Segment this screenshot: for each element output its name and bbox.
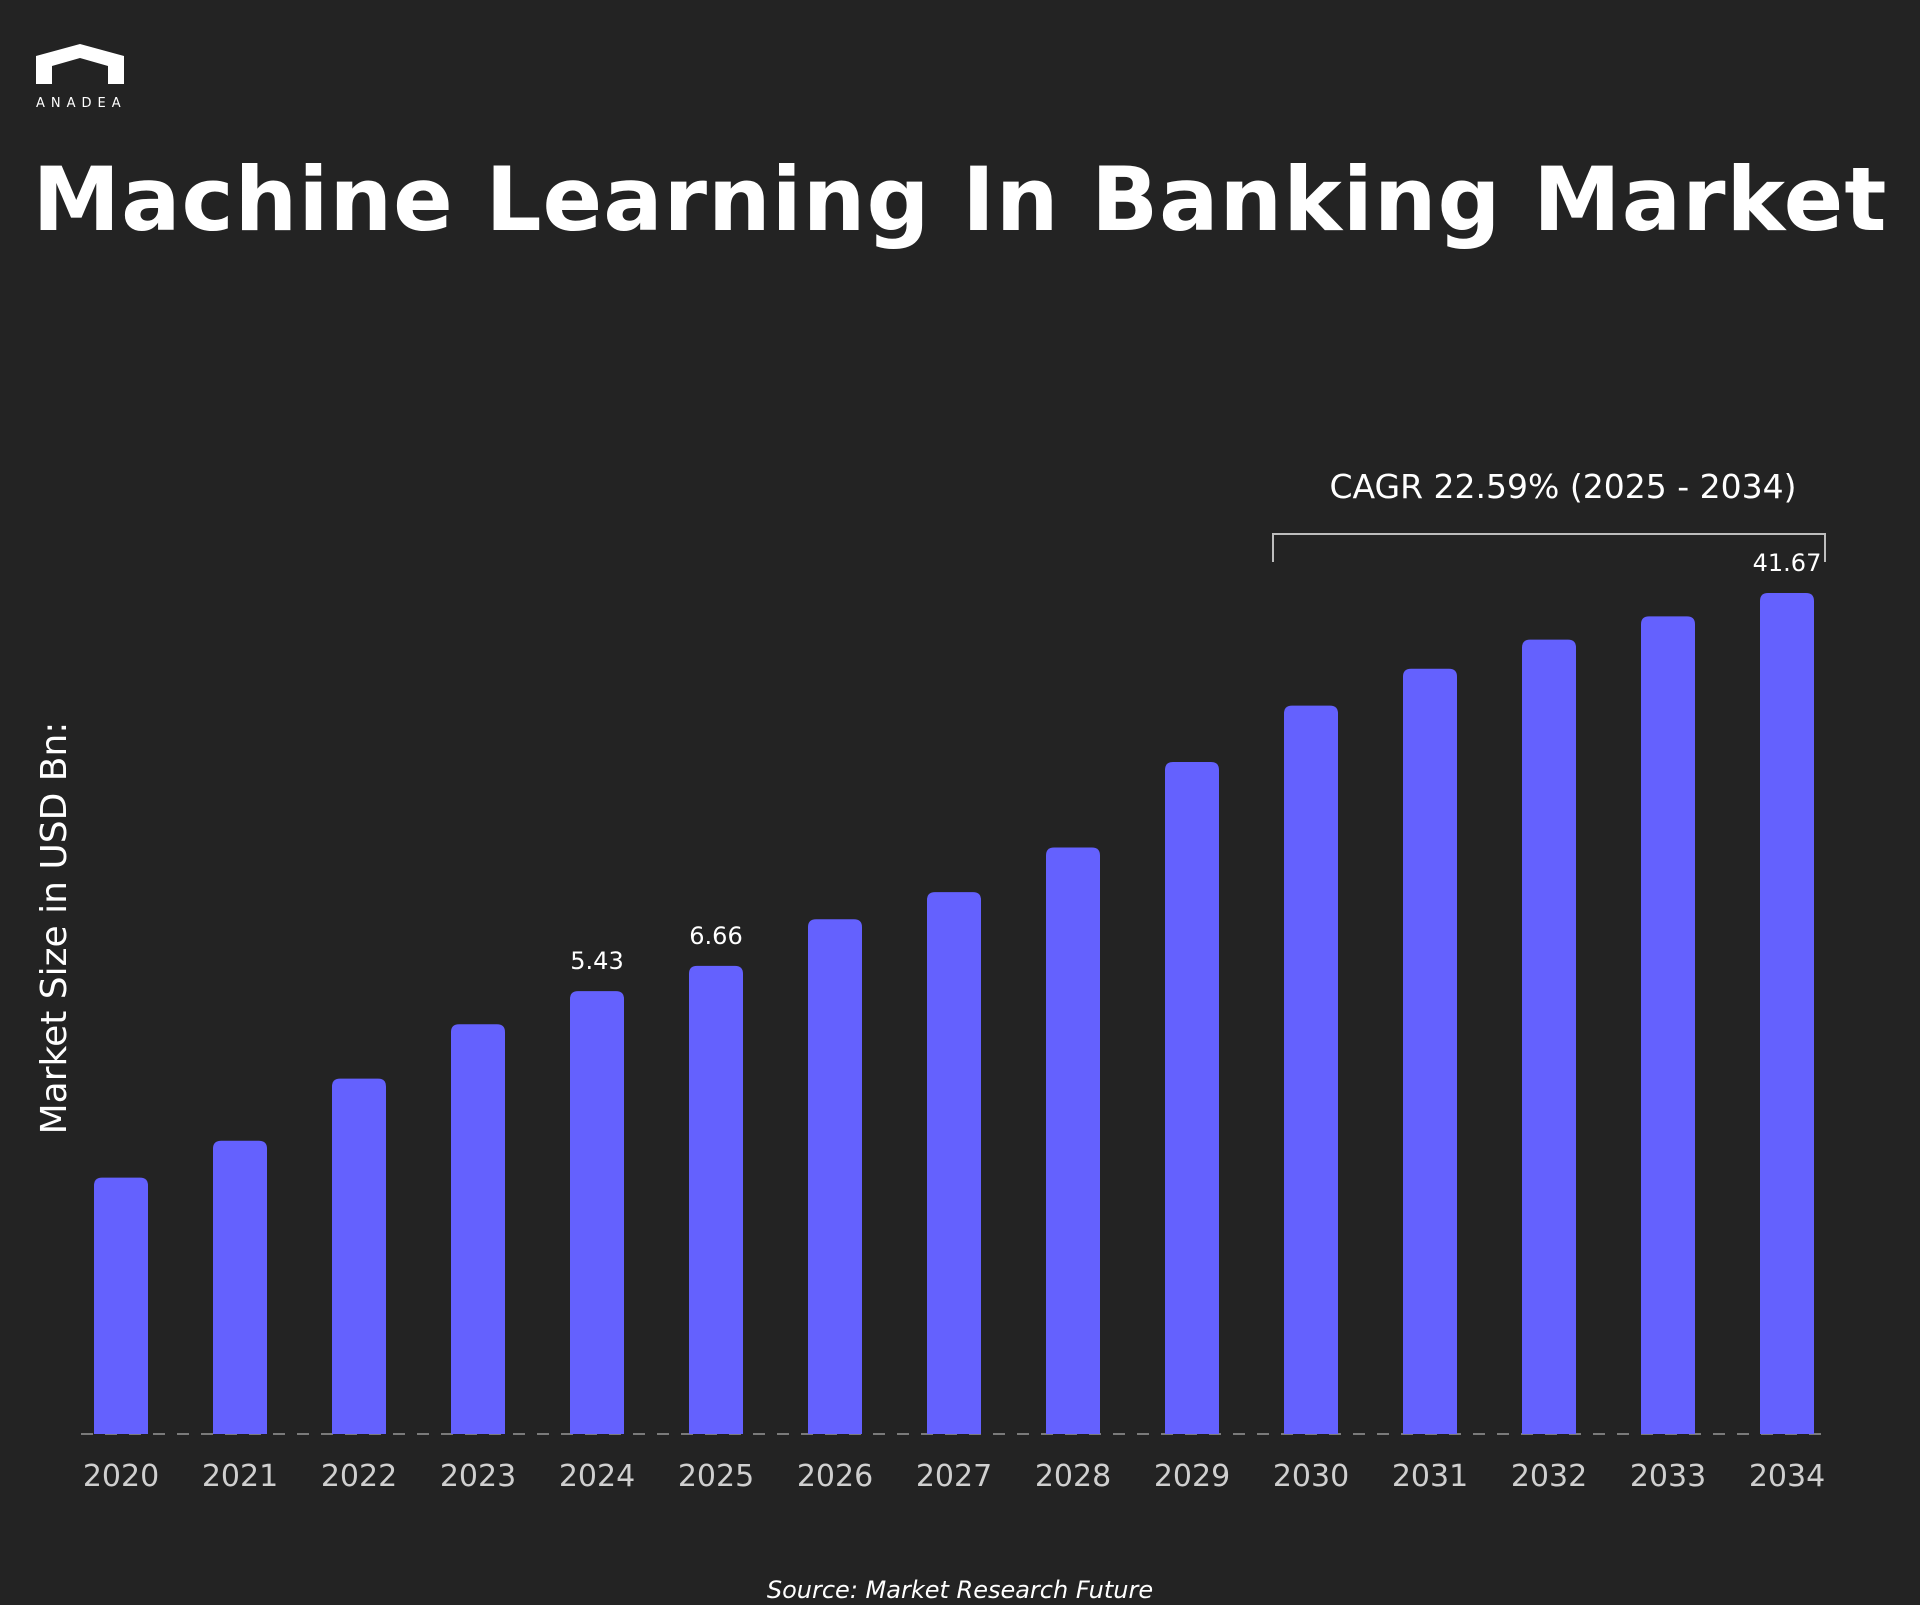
x-tick-label: 2031 (1392, 1459, 1468, 1494)
bar-2022 (332, 1078, 386, 1434)
anadea-logo-icon (36, 44, 124, 84)
bar-2029 (1165, 761, 1219, 1434)
bar-2028 (1046, 847, 1100, 1434)
x-tick-label: 2028 (1035, 1459, 1111, 1494)
y-axis-label: Market Size in USD Bn: (34, 722, 75, 1135)
data-label-2025: 6.66 (689, 922, 742, 950)
x-tick-label: 2030 (1273, 1459, 1349, 1494)
bar-2023 (451, 1024, 505, 1434)
x-tick-label: 2020 (83, 1459, 159, 1494)
bar-2032 (1522, 639, 1576, 1434)
bar-2025 (689, 965, 743, 1434)
brand-name: ANADEA (36, 96, 127, 111)
data-label-2024: 5.43 (570, 947, 623, 975)
x-tick-label: 2021 (202, 1459, 278, 1494)
x-tick-label: 2024 (559, 1459, 635, 1494)
chart-title: Machine Learning In Banking Market (32, 148, 1888, 251)
bar-2026 (808, 919, 862, 1434)
bar-2021 (213, 1140, 267, 1434)
bar-2020 (94, 1177, 148, 1434)
x-tick-label: 2023 (440, 1459, 516, 1494)
brand-logo: ANADEA (36, 44, 132, 111)
x-tick-label: 2022 (321, 1459, 397, 1494)
bar-2030 (1284, 705, 1338, 1434)
x-tick-label: 2033 (1630, 1459, 1706, 1494)
x-tick-label: 2032 (1511, 1459, 1587, 1494)
bar-2031 (1403, 668, 1457, 1434)
data-label-2034: 41.67 (1753, 549, 1822, 577)
cagr-annotation: CAGR 22.59% (2025 - 2034) (1330, 467, 1797, 506)
bar-2033 (1641, 616, 1695, 1434)
x-tick-label: 2029 (1154, 1459, 1230, 1494)
bar-2027 (927, 892, 981, 1434)
cagr-bracket (1272, 533, 1826, 562)
x-tick-label: 2027 (916, 1459, 992, 1494)
source-note: Source: Market Research Future (766, 1576, 1154, 1604)
bar-2034 (1760, 593, 1814, 1434)
x-tick-label: 2034 (1749, 1459, 1825, 1494)
x-tick-label: 2026 (797, 1459, 873, 1494)
x-tick-label: 2025 (678, 1459, 754, 1494)
bar-2024 (570, 991, 624, 1434)
